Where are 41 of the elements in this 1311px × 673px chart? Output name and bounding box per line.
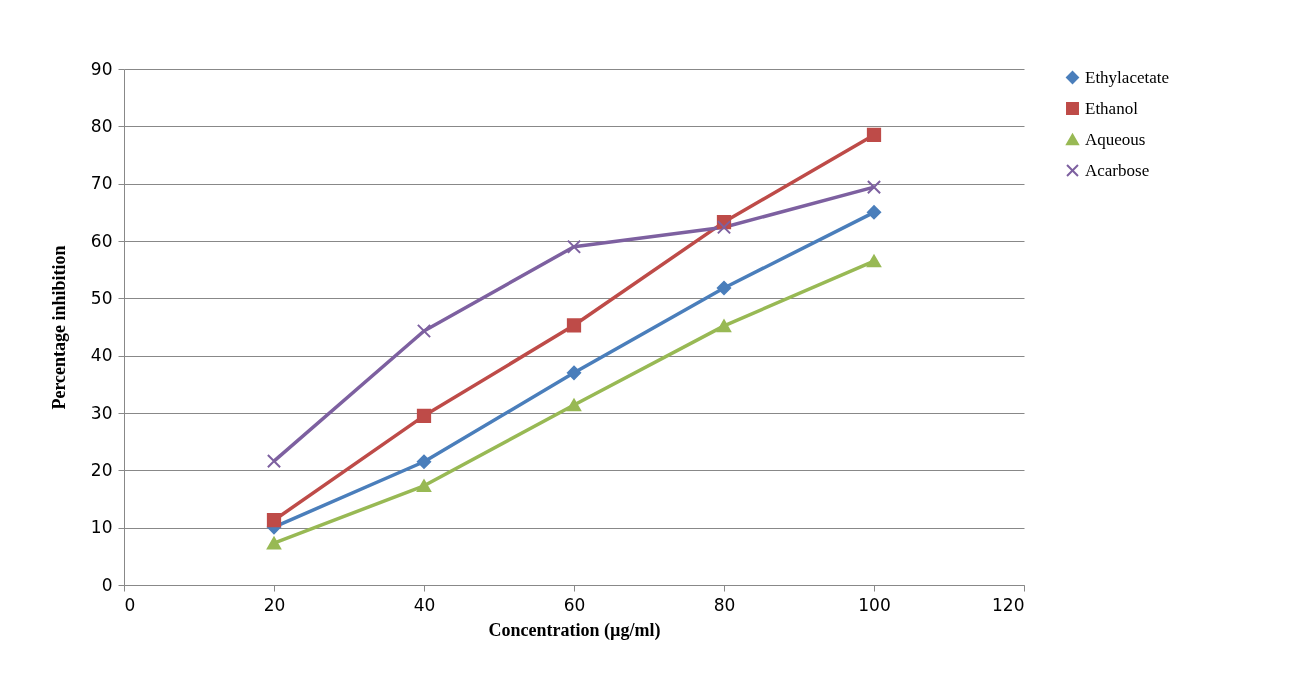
y-tick-label: 10 xyxy=(90,517,113,538)
y-tick-label: 60 xyxy=(90,230,113,251)
point xyxy=(566,365,582,380)
point xyxy=(866,205,882,220)
x-axis-title: Concentration (µg/ml) xyxy=(488,619,661,641)
x-tick-label: 20 xyxy=(263,594,286,615)
y-tick-label: 40 xyxy=(90,345,113,366)
x-tick-label: 60 xyxy=(563,594,586,615)
x-tick-label: 40 xyxy=(413,594,436,615)
y-tick-label: 90 xyxy=(90,58,113,79)
y-tick-label: 50 xyxy=(90,287,113,308)
x-tick-label: 0 xyxy=(124,594,136,615)
point xyxy=(266,454,282,469)
point xyxy=(416,479,432,493)
point xyxy=(416,408,432,423)
y-tick-label: 80 xyxy=(90,115,113,136)
y-axis-title: Percentage inhibition xyxy=(48,245,69,410)
legend-label: Ethylacetate xyxy=(1085,67,1170,87)
legend-label: Aqueous xyxy=(1085,129,1146,149)
legend-label: Ethanol xyxy=(1085,98,1139,118)
legend-label: Acarbose xyxy=(1085,160,1150,180)
point xyxy=(416,323,432,339)
y-tick-label: 70 xyxy=(90,173,113,194)
point xyxy=(566,398,582,412)
point xyxy=(716,280,732,296)
point xyxy=(716,220,732,235)
point xyxy=(866,254,882,268)
point xyxy=(866,127,882,143)
point xyxy=(866,179,882,195)
point xyxy=(716,319,732,333)
point xyxy=(266,536,282,550)
x-tick-label: 80 xyxy=(713,594,736,615)
point xyxy=(566,239,582,254)
point xyxy=(566,318,582,333)
y-tick-label: 0 xyxy=(101,574,113,595)
y-tick-label: 20 xyxy=(90,459,113,480)
x-tick-label: 100 xyxy=(858,594,891,615)
x-tick-label: 120 xyxy=(992,594,1025,615)
point xyxy=(416,454,432,469)
point xyxy=(266,513,282,528)
y-tick-label: 30 xyxy=(90,402,113,423)
